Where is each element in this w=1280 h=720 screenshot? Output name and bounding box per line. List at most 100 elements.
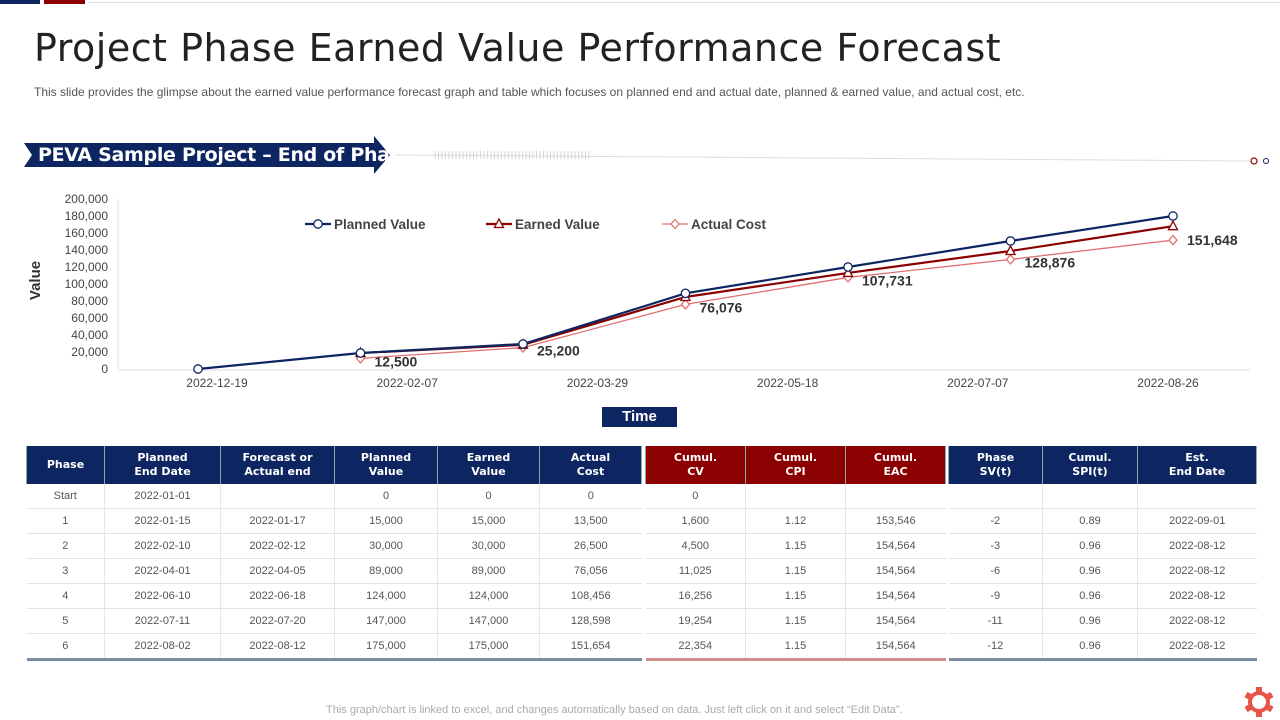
page-title: Project Phase Earned Value Performance F…: [34, 26, 1002, 70]
table-cell: 4,500: [645, 533, 746, 559]
legend-item: Actual Cost: [662, 217, 767, 232]
footer-note: This graph/chart is linked to excel, and…: [326, 704, 903, 716]
column-header: Cumul. SPI(t): [1042, 446, 1138, 484]
data-point-circle: [193, 364, 203, 374]
table-row: 1 2022-01-15 2022-01-17 15,000 15,000 13,500: [26, 508, 642, 534]
table-cell: -2: [948, 508, 1043, 534]
page-subtitle: This slide provides the glimpse about th…: [34, 85, 1025, 99]
table-cell: 124,000: [334, 583, 438, 609]
table-cell: 2022-01-01: [104, 484, 221, 509]
data-point-diamond: [1168, 234, 1178, 246]
header-text: SV(t): [979, 465, 1012, 478]
x-tick-label: 2022-12-19: [186, 376, 248, 390]
gear-icon[interactable]: [1243, 686, 1275, 718]
table-cell: 1.15: [745, 608, 846, 634]
table-cell: 0.96: [1042, 583, 1138, 609]
table-cell: 89,000: [334, 558, 438, 584]
header-text: Cost: [576, 465, 605, 478]
table-row: 4,500 1.15 154,564: [645, 533, 946, 559]
table-row: 16,256 1.15 154,564: [645, 583, 946, 609]
table-cell: 128,598: [539, 608, 642, 634]
header-text: Cumul.: [773, 451, 818, 464]
table-row: 11,025 1.15 154,564: [645, 558, 946, 584]
y-tick-label: 180,000: [65, 209, 109, 223]
header-text: EAC: [883, 465, 908, 478]
table-cell: 1,600: [645, 508, 746, 534]
data-point-circle: [355, 348, 366, 358]
table-cell: 154,564: [845, 558, 946, 584]
header-text: SPI(t): [1072, 465, 1108, 478]
table-cell: 0: [437, 484, 540, 509]
table-cell: [745, 484, 846, 509]
table-group-schedule: Phase SV(t) Cumul. SPI(t) Est. End Date -2 0.89…: [948, 446, 1257, 661]
table-cell: 2022-07-20: [220, 608, 335, 634]
table-cell: 2022-09-01: [1137, 508, 1257, 534]
table-cell: 1: [26, 508, 105, 534]
column-header: Est. End Date: [1137, 446, 1257, 484]
legend-marker: [493, 217, 505, 229]
table-cell: 2022-07-11: [104, 608, 221, 634]
x-tick-label: 2022-07-07: [947, 376, 1009, 390]
y-tick-label: 80,000: [71, 294, 108, 308]
data-label: 12,500: [375, 353, 418, 369]
column-header: Planned End Date: [104, 446, 221, 484]
table-row: 2 2022-02-10 2022-02-12 30,000 30,000 26,500: [26, 533, 642, 559]
table-cell: -9: [948, 583, 1043, 609]
header-text: Cumul.: [873, 451, 918, 464]
table-cell: 26,500: [539, 533, 642, 559]
top-accent-red: [44, 0, 85, 4]
legend-label: Planned Value: [334, 217, 426, 232]
header-text: Phase: [46, 458, 85, 471]
table-cell: 2022-06-18: [220, 583, 335, 609]
table-cell: 0.89: [1042, 508, 1138, 534]
table-cell: 22,354: [645, 633, 746, 660]
table-row: 22,354 1.15 154,564: [645, 633, 946, 660]
table-cell: 11,025: [645, 558, 746, 584]
column-header: Cumul. CV: [645, 446, 746, 484]
column-header: Cumul. EAC: [845, 446, 946, 484]
table-cell: 2022-08-12: [1137, 583, 1257, 609]
table-cell: 0: [645, 484, 746, 509]
header-text: CPI: [785, 465, 806, 478]
header-text: Earned: [466, 451, 511, 464]
table-row: 1,600 1.12 153,546: [645, 508, 946, 534]
table-row: 6 2022-08-02 2022-08-12 175,000 175,000 151,6…: [26, 633, 642, 660]
table-cell: [845, 484, 946, 509]
table-cell: 1.12: [745, 508, 846, 534]
table-cell: 15,000: [437, 508, 540, 534]
data-point-circle: [1168, 211, 1178, 221]
table-cell: 154,564: [845, 633, 946, 660]
earned-value-line-chart[interactable]: 0 20,000 40,000 60,000 80,000 100,000 120,000 1…: [0, 185, 1280, 405]
data-label: 25,200: [537, 343, 580, 359]
table-cell: 1.15: [745, 558, 846, 584]
table-row: [948, 484, 1257, 509]
data-point-triangle: [1004, 244, 1017, 256]
table-cell: 147,000: [334, 608, 438, 634]
y-tick-label: 40,000: [71, 328, 108, 342]
column-header: Cumul. CPI: [745, 446, 846, 484]
header-text: Planned: [137, 451, 188, 464]
header-text: Planned: [360, 451, 412, 464]
table-cell: 19,254: [645, 608, 746, 634]
data-point-diamond: [1005, 253, 1016, 265]
legend-item: Planned Value: [305, 217, 426, 232]
y-axis-label: Value: [27, 260, 45, 301]
data-label: 76,076: [700, 299, 743, 315]
table-row: -9 0.96 2022-08-12: [948, 583, 1257, 609]
column-header: Phase: [26, 446, 105, 484]
table-cell: 0.96: [1042, 533, 1138, 559]
table-cell: 0: [539, 484, 642, 509]
table-cell: 151,654: [539, 633, 642, 660]
table-cell: 16,256: [645, 583, 746, 609]
data-label: 151,648: [1187, 232, 1238, 248]
header-text: Value: [368, 465, 404, 478]
table-cell: 2022-01-17: [220, 508, 335, 534]
table-cell: 154,564: [845, 608, 946, 634]
table-row: -2 0.89 2022-09-01: [948, 508, 1257, 534]
legend-marker: [313, 219, 323, 229]
table-cell: [1137, 484, 1257, 509]
table-row: 4 2022-06-10 2022-06-18 124,000 124,000 108,4…: [26, 583, 642, 609]
legend-marker: [670, 218, 680, 230]
table-cell: 3: [26, 558, 105, 584]
header-text: Est.: [1185, 451, 1209, 464]
